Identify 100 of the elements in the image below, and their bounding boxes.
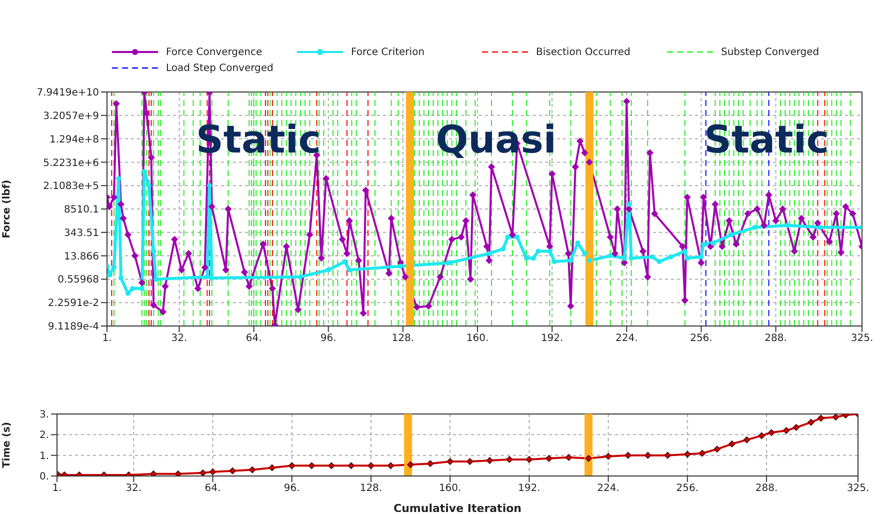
point (466, 458, 474, 465)
point (146, 183, 152, 188)
legend-label: Force Criterion (351, 46, 425, 58)
x-tick-label: 325. (850, 333, 874, 344)
y-tick-label: 8510.1 (64, 204, 99, 216)
point (342, 259, 348, 264)
point (288, 462, 296, 470)
legend-label: Force Convergence (166, 46, 262, 58)
point (668, 254, 674, 260)
point (139, 286, 144, 292)
point (387, 462, 394, 470)
point (229, 467, 236, 474)
point (832, 414, 840, 420)
point (546, 455, 552, 462)
y-tick-label: 2.2591e-2 (48, 298, 99, 310)
point (624, 452, 632, 459)
x-tick-label: 160. (466, 333, 489, 344)
x-tick-label: 128. (392, 333, 414, 344)
x-tick-label: 288. (764, 333, 787, 344)
y-tick-label: 3. (39, 410, 49, 421)
point (536, 248, 541, 254)
point (729, 232, 734, 238)
point (626, 202, 632, 207)
x-tick-label: 192. (540, 333, 564, 344)
x-tick-label: 224. (616, 333, 638, 344)
point (818, 224, 823, 230)
y-tick-label: 5.2231e+6 (43, 158, 99, 169)
point (446, 458, 454, 465)
x-tick-label: 96. (284, 483, 300, 494)
point (308, 462, 316, 470)
point (818, 414, 824, 422)
x-tick-label: 224. (597, 483, 620, 494)
point (199, 470, 206, 476)
point (116, 176, 122, 182)
y-tick-label: 13.866 (64, 251, 99, 262)
y-tick-label: 2. (39, 430, 49, 442)
point (710, 240, 716, 246)
legend-label: Load Step Converged (166, 62, 274, 74)
point (348, 462, 355, 470)
point (153, 276, 158, 282)
x-tick-label: 32. (126, 483, 142, 494)
point (585, 455, 592, 462)
y-tick-label: 7.9419e+10 (36, 88, 99, 99)
point (752, 224, 758, 230)
x-tick-label: 288. (755, 483, 778, 494)
x-axis-title: Cumulative Iteration (394, 502, 522, 514)
point (500, 246, 506, 252)
point (664, 452, 672, 459)
point (174, 470, 182, 476)
y-axis-title: Force (lbf) (2, 180, 13, 238)
y-tick-label: 343.51 (64, 228, 99, 239)
y-tick-label: 0.55968 (58, 274, 99, 286)
point (130, 286, 136, 292)
point (684, 450, 691, 458)
y-tick-label: 1.294e+8 (49, 134, 99, 146)
x-tick-label: 32. (171, 333, 188, 344)
x-tick-label: 96. (320, 333, 336, 344)
point (684, 256, 690, 261)
point (426, 460, 434, 467)
point (656, 259, 662, 264)
point (398, 264, 404, 269)
point (346, 267, 352, 272)
annotation: Static (704, 117, 829, 162)
point (644, 452, 652, 459)
point (622, 256, 627, 261)
point (505, 234, 510, 240)
point (486, 457, 494, 464)
y-axis-title: Time (s) (2, 422, 13, 468)
point (758, 432, 765, 440)
point (792, 424, 800, 431)
x-tick-label: 64. (204, 483, 221, 494)
legend-label: Substep Converged (721, 46, 820, 58)
point (582, 251, 588, 256)
point (586, 258, 592, 263)
point (268, 464, 276, 472)
point (698, 254, 704, 260)
annotation: Quasi (436, 117, 556, 162)
x-tick-label: 1. (102, 333, 112, 344)
point (701, 242, 706, 247)
point (514, 234, 520, 240)
x-tick-label: 192. (518, 483, 540, 494)
point (808, 418, 814, 426)
point (784, 222, 790, 228)
point (209, 276, 214, 280)
point (150, 470, 157, 476)
point (682, 248, 688, 254)
point (604, 452, 612, 460)
y-tick-label: 9.1189e-4 (48, 322, 99, 333)
point (111, 264, 116, 270)
x-tick-label: 256. (676, 483, 699, 494)
point (565, 454, 572, 461)
point (714, 446, 720, 453)
point (506, 456, 513, 463)
point (782, 427, 790, 434)
y-tick-label: 3.2057e+9 (43, 110, 99, 122)
point (209, 468, 216, 476)
point (407, 461, 414, 468)
point (530, 256, 536, 261)
point (204, 274, 210, 280)
point (650, 254, 655, 260)
